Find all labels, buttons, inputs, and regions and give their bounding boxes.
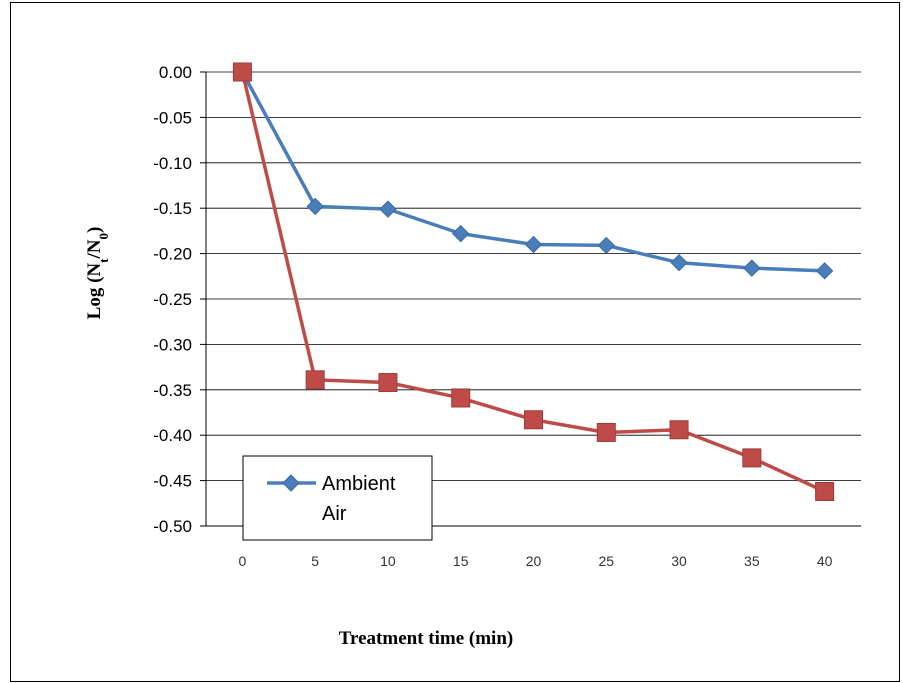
line-chart: 0.00 -0.05 -0.10 -0.15 -0.20 -0.25 -0.30 -0.35 -… [84, 62, 861, 649]
data-point-square [524, 410, 543, 430]
legend: Ambient Air [242, 455, 433, 541]
x-tick-label: 10 [380, 553, 396, 569]
x-tick-label: 30 [671, 553, 687, 569]
legend-label-line2: Air [322, 503, 347, 525]
y-tick-label: -0.15 [153, 199, 192, 218]
x-tick-label: 15 [453, 553, 469, 569]
y-axis-title-part: Log (N [84, 263, 105, 320]
data-point-square [742, 448, 762, 468]
y-tick-label: -0.20 [153, 245, 192, 264]
y-axis-title: Log (Nt/N0) [84, 227, 111, 320]
data-series [232, 62, 835, 501]
data-point-square [669, 420, 689, 440]
data-point-square [232, 62, 252, 82]
y-axis-title-part: /N [84, 239, 105, 259]
y-axis-title-subscript: 0 [96, 233, 111, 240]
x-tick-label: 25 [598, 553, 614, 569]
x-tick-labels: 0 5 10 15 20 25 30 35 40 [238, 553, 832, 569]
x-tick-label: 35 [744, 553, 760, 569]
data-point-square [305, 370, 325, 390]
y-tick-label: -0.10 [153, 154, 192, 173]
data-point-diamond [524, 235, 543, 254]
data-point-diamond [379, 200, 397, 218]
data-point-diamond [306, 197, 324, 216]
y-tick-label: -0.35 [153, 381, 192, 400]
x-tick-label: 40 [817, 553, 833, 569]
y-tick-label: -0.30 [153, 335, 192, 354]
y-tick-label: -0.50 [153, 517, 192, 536]
x-tick-label: 20 [526, 553, 542, 569]
data-point-diamond [743, 259, 761, 277]
y-tick-labels: 0.00 -0.05 -0.10 -0.15 -0.20 -0.25 -0.30 -0.35 -… [153, 63, 192, 536]
y-tick-label: 0.00 [159, 63, 192, 82]
y-tick-label: -0.25 [153, 290, 192, 309]
y-axis-title-part: ) [84, 227, 105, 233]
x-tick-label: 5 [311, 553, 319, 569]
data-point-diamond [452, 224, 470, 243]
x-tick-label: 0 [238, 553, 246, 569]
data-point-square [815, 481, 835, 501]
data-point-diamond [815, 262, 834, 280]
legend-marker-diamond-icon [282, 474, 300, 492]
data-point-square [596, 422, 616, 442]
chart-frame: 0.00 -0.05 -0.10 -0.15 -0.20 -0.25 -0.30 -0.35 -… [10, 2, 900, 682]
x-axis-title: Treatment time (min) [339, 628, 513, 649]
y-tick-label: -0.40 [153, 426, 192, 445]
data-point-square [451, 388, 471, 408]
legend-box [242, 455, 433, 541]
y-tick-label: -0.05 [153, 108, 192, 127]
data-point-diamond [670, 253, 688, 272]
legend-label-line1: Ambient [322, 473, 396, 495]
y-axis-title-subscript: t [96, 258, 111, 263]
y-tick-label: -0.45 [153, 472, 192, 491]
data-point-diamond [597, 236, 615, 255]
data-point-square [378, 373, 398, 393]
